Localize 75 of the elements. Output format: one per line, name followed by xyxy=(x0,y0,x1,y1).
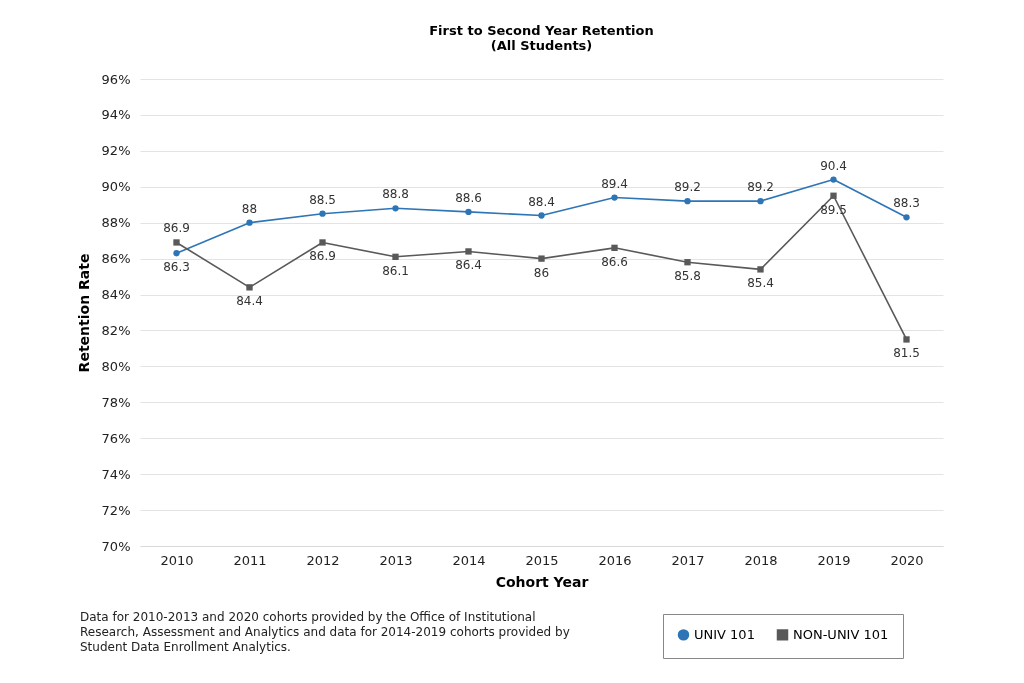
data-label: 90.4 xyxy=(820,158,847,173)
x-axis-title: Cohort Year xyxy=(495,573,589,590)
point xyxy=(465,248,472,255)
data-label: 88.4 xyxy=(528,194,555,209)
data-label: 84.4 xyxy=(236,294,263,309)
data-label: 86.6 xyxy=(601,254,628,269)
data-label: 89.2 xyxy=(674,180,701,195)
data-label: 89.4 xyxy=(601,176,628,191)
text: Data for 2010-2013 and 2020 cohorts provided by the Office of Institutional Research, Assessment and Analytics and data for 2014-2019 cohorts provided by Student Data Enrollment Analytics. xyxy=(80,610,570,654)
y-tick-label: 88% xyxy=(101,215,131,231)
point xyxy=(465,208,472,216)
y-tick-label: 80% xyxy=(101,358,131,374)
y-tick-label: 92% xyxy=(101,143,131,159)
x-tick-label: 2020 xyxy=(890,552,924,568)
data-label: 88.8 xyxy=(382,187,409,202)
point xyxy=(173,239,180,246)
data-label: 88 xyxy=(241,201,258,216)
y-axis-title: Retention Rate xyxy=(75,253,92,373)
chart-title: First to Second Year Retention xyxy=(429,23,654,38)
y-tick-label: 96% xyxy=(101,71,131,87)
y-tick-label: 94% xyxy=(101,107,131,123)
y-tick-label: 72% xyxy=(101,502,131,518)
point xyxy=(538,255,545,262)
x-tick-label: 2015 xyxy=(525,552,559,568)
y-tick-label: 74% xyxy=(101,466,131,482)
data-label: 86.9 xyxy=(309,249,336,264)
y-tick-label: 78% xyxy=(101,394,131,410)
chart-subtitle: (All Students) xyxy=(490,38,593,53)
y-tick-label: 86% xyxy=(101,251,131,267)
x-tick-label: 2019 xyxy=(817,552,851,568)
point xyxy=(830,192,837,199)
x-tick-label: 2018 xyxy=(744,552,778,568)
y-tick-label: 70% xyxy=(101,538,131,554)
point xyxy=(246,219,253,226)
x-tick-label: 2010 xyxy=(160,552,194,568)
x-tick-label: 2012 xyxy=(306,552,340,568)
point xyxy=(246,284,253,291)
legend-label: UNIV 101 xyxy=(694,626,755,642)
point xyxy=(319,210,326,217)
y-tick-label: 76% xyxy=(101,430,131,446)
y-tick-label: 90% xyxy=(101,179,131,195)
point xyxy=(538,212,545,219)
point xyxy=(903,336,910,343)
data-label: 86.1 xyxy=(382,263,409,278)
point xyxy=(903,214,910,221)
x-tick-label: 2013 xyxy=(379,552,413,568)
point xyxy=(173,250,180,257)
point xyxy=(392,205,399,212)
y-tick-label: 84% xyxy=(101,287,131,303)
x-tick-label: 2014 xyxy=(452,552,486,568)
point xyxy=(392,253,399,260)
data-label: 88.5 xyxy=(309,192,336,207)
data-label: 81.5 xyxy=(893,346,920,361)
point xyxy=(684,259,691,266)
x-tick-label: 2016 xyxy=(598,552,632,568)
data-label: 86.4 xyxy=(455,258,482,273)
x-tick-label: 2017 xyxy=(671,552,705,568)
data-label: 89.2 xyxy=(747,180,774,195)
y-tick-label: 82% xyxy=(101,322,131,338)
data-label: 88.3 xyxy=(893,196,920,211)
data-label: 86 xyxy=(533,265,550,280)
point xyxy=(611,194,618,201)
point xyxy=(757,266,764,273)
data-label: 88.6 xyxy=(455,190,482,205)
data-label: 85.4 xyxy=(747,276,774,291)
point xyxy=(830,176,837,183)
data-label: 85.8 xyxy=(674,269,701,284)
point xyxy=(757,197,764,205)
point xyxy=(611,244,618,251)
legend-label: NON-UNIV 101 xyxy=(793,626,889,642)
data-label: 86.9 xyxy=(163,221,190,236)
data-label: 86.3 xyxy=(163,260,190,275)
x-tick-label: 2011 xyxy=(233,552,267,568)
point xyxy=(319,239,326,246)
point xyxy=(684,197,691,205)
